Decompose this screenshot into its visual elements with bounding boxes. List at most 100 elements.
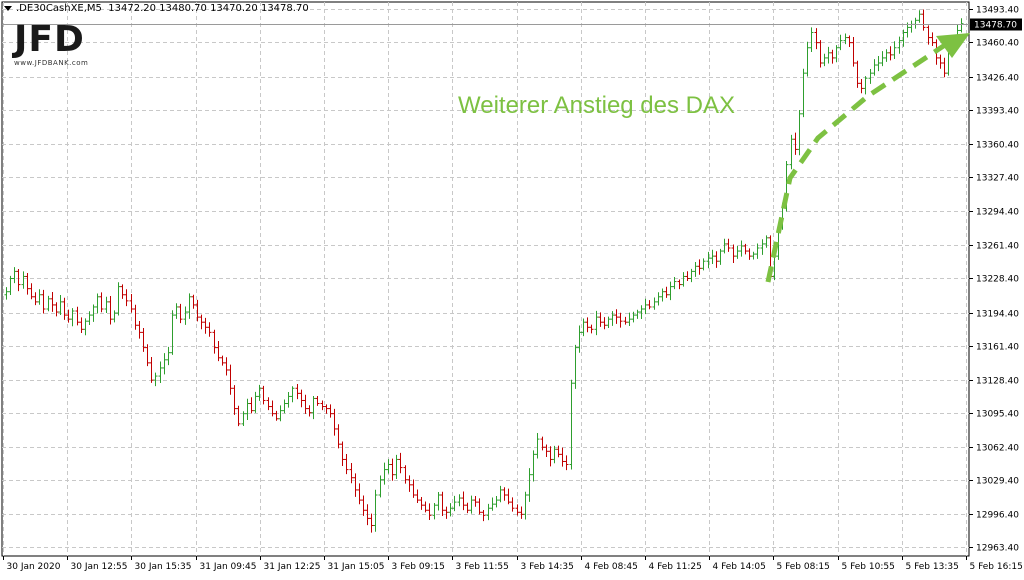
dropdown-triangle-icon[interactable] — [4, 5, 12, 11]
ohlc-bar — [843, 33, 848, 45]
ohlc-bar — [104, 296, 109, 314]
ohlc-bar — [851, 36, 856, 67]
ohlc-bar — [203, 317, 208, 334]
y-tick-label: 13327.40 — [976, 174, 1019, 184]
ohlc-bar — [789, 134, 794, 170]
trend-arrow-line — [765, 40, 950, 283]
ohlc-bar — [606, 316, 611, 329]
ohlc-bar — [307, 405, 312, 417]
ohlc-bar — [855, 60, 860, 88]
ohlc-bar — [46, 295, 51, 312]
ohlc-bar — [465, 502, 470, 514]
ohlc-bar — [689, 268, 694, 283]
ohlc-bar — [809, 27, 814, 52]
ohlc-bar — [826, 46, 831, 64]
ohlc-bar — [797, 109, 802, 156]
ohlc-bar — [207, 322, 212, 337]
ohlc-bar — [863, 76, 868, 95]
ohlc-bar — [415, 489, 420, 503]
ohlc-bar — [930, 32, 935, 46]
ohlc-bar — [635, 309, 640, 319]
ohlc-bar — [50, 292, 55, 312]
ohlc-bar — [760, 239, 765, 255]
ohlc-bar — [490, 497, 495, 511]
trend-arrow-head — [936, 33, 970, 58]
ohlc-bar — [793, 132, 798, 155]
ohlc-bar — [913, 17, 918, 29]
x-tick-label: 4 Feb 11:25 — [649, 562, 702, 572]
ohlc-bar — [639, 305, 644, 320]
ohlc-bar — [336, 424, 341, 449]
ohlc-bar — [892, 41, 897, 59]
ohlc-bar — [672, 277, 677, 290]
ohlc-bar — [328, 404, 333, 418]
ohlc-bar — [199, 314, 204, 330]
ohlc-bar — [8, 275, 13, 295]
ohlc-bar — [25, 272, 30, 295]
x-tick-label: 30 Jan 12:55 — [71, 562, 128, 572]
ohlc-bar — [838, 34, 843, 51]
ohlc-bar — [523, 491, 528, 520]
ohlc-bar — [693, 262, 698, 277]
ohlc-bar — [149, 357, 154, 383]
ohlc-bar — [481, 509, 486, 522]
ohlc-bar — [266, 397, 271, 411]
y-tick-label: 13161.40 — [976, 343, 1019, 353]
ohlc-bar — [677, 279, 682, 290]
ohlc-bar — [382, 462, 387, 485]
x-tick-label: 3 Feb 11:55 — [456, 562, 509, 572]
ohlc-bar — [236, 405, 241, 427]
ohlc-bar — [394, 454, 399, 479]
ohlc-bar — [506, 488, 511, 505]
ohlc-bar — [801, 68, 806, 118]
ohlc-bar — [436, 492, 441, 511]
ohlc-bar — [91, 304, 96, 322]
ohlc-bar — [614, 309, 619, 324]
ohlc-bar — [560, 447, 565, 467]
ohlc-bar — [926, 25, 931, 45]
ohlc-bar — [917, 10, 922, 23]
ohlc-bar — [888, 46, 893, 61]
ohlc-bar — [95, 293, 100, 314]
ohlc-bar — [369, 513, 374, 533]
ohlc-bar — [332, 408, 337, 436]
ohlc-bar — [942, 57, 947, 78]
ohlc-bar — [320, 400, 325, 411]
ohlc-bar — [158, 361, 163, 384]
ohlc-bar — [577, 325, 582, 353]
ohlc-bar — [822, 53, 827, 67]
ohlc-bar — [510, 497, 515, 512]
ohlc-bar — [569, 379, 574, 470]
ohlc-bar — [187, 293, 192, 319]
ohlc-bar — [390, 458, 395, 481]
ohlc-bar — [461, 491, 466, 511]
ohlc-bar — [706, 251, 711, 269]
ohlc-bar — [274, 410, 279, 421]
ohlc-bar — [452, 495, 457, 512]
ohlc-bar — [403, 465, 408, 484]
x-tick-label: 30 Jan 15:35 — [135, 562, 192, 572]
x-tick-label: 5 Feb 16:15 — [970, 562, 1023, 572]
x-tick-label: 3 Feb 09:15 — [392, 562, 445, 572]
ohlc-bar — [324, 404, 329, 414]
ohlc-bar — [137, 320, 142, 339]
x-tick-label: 5 Feb 10:55 — [842, 562, 895, 572]
ohlc-bar — [473, 496, 478, 507]
x-tick-label: 4 Feb 08:45 — [585, 562, 638, 572]
ohlc-bar — [299, 389, 304, 408]
ohlc-bar — [340, 441, 345, 467]
ohlc-bar — [183, 306, 188, 325]
ohlc-bar — [357, 483, 362, 505]
ohlc-bar — [701, 258, 706, 271]
x-tick-label: 30 Jan 2020 — [7, 562, 61, 572]
ohlc-bar — [884, 49, 889, 62]
ohlc-bar — [153, 372, 158, 387]
ohlc-bar — [585, 317, 590, 333]
ohlc-bar — [519, 506, 524, 519]
ohlc-bar — [216, 341, 221, 362]
x-tick-label: 31 Jan 12:25 — [264, 562, 321, 572]
x-tick-label: 3 Feb 14:35 — [521, 562, 574, 572]
x-tick-label: 31 Jan 15:05 — [328, 562, 385, 572]
ohlc-bar — [423, 501, 428, 513]
ohlc-bar — [145, 344, 150, 367]
